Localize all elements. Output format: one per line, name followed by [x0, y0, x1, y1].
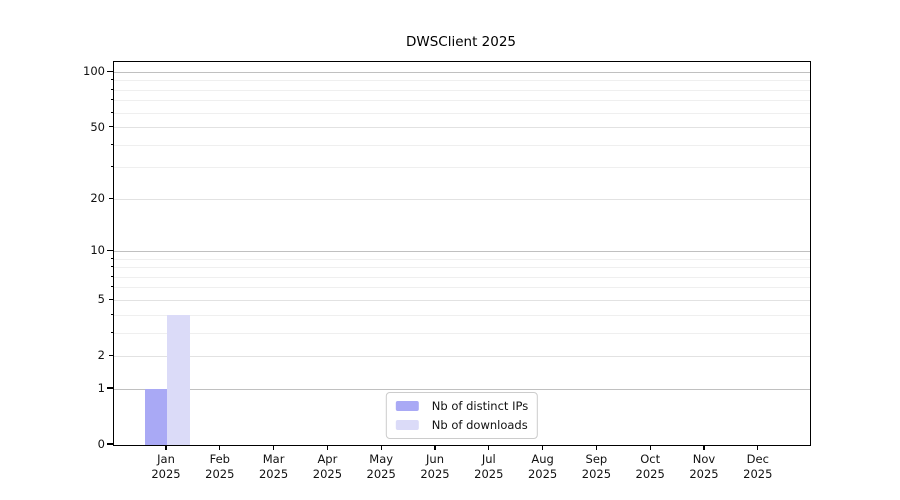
x-tick-oct: [649, 445, 651, 450]
legend-item-downloads: Nb of downloads: [395, 418, 528, 432]
y-tick-label-20: 20: [90, 191, 105, 206]
x-tick-aug: [542, 445, 544, 450]
x-tick-jan: [165, 445, 167, 450]
y-tick-label-5: 5: [97, 292, 105, 307]
gridline-y-9: [114, 258, 810, 260]
x-tick-nov: [703, 445, 705, 450]
y-minortick-40: [110, 143, 113, 145]
x-tick-label-nov: Nov 2025: [689, 452, 719, 481]
gridline-y-20: [114, 198, 810, 200]
y-minortick-9: [110, 257, 113, 259]
x-tick-label-jan: Jan 2025: [151, 452, 181, 481]
bar-distinct-ips-jan: [144, 389, 167, 445]
x-tick-may: [380, 445, 382, 450]
y-minortick-80: [110, 88, 113, 90]
y-tick-10: [107, 249, 113, 252]
y-tick-1: [107, 387, 113, 389]
x-tick-jun: [434, 445, 436, 450]
x-tick-label-apr: Apr 2025: [312, 452, 343, 481]
y-tick-label-10: 10: [90, 243, 105, 258]
legend-item-distinct-ips: Nb of distinct IPs: [395, 399, 529, 413]
y-tick-50: [109, 126, 113, 128]
gridline-y-40: [114, 144, 810, 146]
gridline-y-50: [114, 127, 810, 129]
y-tick-label-1: 1: [97, 381, 105, 396]
legend: Nb of distinct IPs Nb of downloads: [385, 392, 539, 439]
x-tick-label-jul: Jul 2025: [474, 452, 504, 481]
y-tick-5: [109, 298, 113, 300]
y-minortick-8: [110, 266, 113, 268]
y-tick-label-50: 50: [90, 119, 105, 134]
gridline-y-6: [114, 287, 810, 289]
x-tick-label-aug: Aug 2025: [527, 452, 558, 481]
x-tick-sep: [595, 445, 597, 450]
bar-downloads-jan: [167, 315, 190, 445]
y-minortick-6: [110, 286, 113, 288]
gridline-y-70: [114, 100, 810, 102]
y-minortick-7: [110, 275, 113, 277]
y-tick-label-100: 100: [83, 64, 105, 79]
x-tick-label-sep: Sep 2025: [581, 452, 612, 481]
y-minortick-30: [110, 166, 113, 168]
x-tick-feb: [219, 445, 221, 450]
x-tick-label-oct: Oct 2025: [635, 452, 665, 481]
y-minortick-4: [110, 313, 113, 315]
y-minortick-70: [110, 99, 113, 101]
gridline-y-60: [114, 112, 810, 114]
x-tick-label-dec: Dec 2025: [743, 452, 773, 481]
y-minortick-90: [110, 79, 113, 81]
gridline-y-7: [114, 276, 810, 278]
y-minortick-3: [110, 331, 113, 333]
gridline-y-2: [114, 355, 810, 357]
gridline-y-8: [114, 267, 810, 269]
chart-title: DWSClient 2025: [405, 34, 517, 50]
gridline-y-10: [114, 250, 810, 252]
legend-swatch-distinct-ips: [395, 401, 419, 411]
gridline-y-4: [114, 314, 810, 316]
y-tick-100: [107, 70, 113, 73]
gridline-y-3: [114, 332, 810, 334]
x-tick-apr: [326, 445, 328, 450]
y-tick-20: [109, 197, 113, 199]
legend-label-downloads: Nb of downloads: [431, 418, 528, 432]
gridline-y-90: [114, 80, 810, 82]
x-tick-label-mar: Mar 2025: [258, 452, 289, 481]
y-tick-label-2: 2: [97, 348, 105, 363]
y-minortick-60: [110, 111, 113, 113]
x-tick-label-may: May 2025: [366, 452, 396, 481]
x-tick-label-jun: Jun 2025: [420, 452, 450, 481]
gridline-y-30: [114, 167, 810, 169]
gridline-y-80: [114, 89, 810, 91]
y-tick-label-0: 0: [97, 437, 105, 451]
x-tick-jul: [488, 445, 490, 450]
x-tick-dec: [757, 445, 759, 450]
gridline-y-100: [114, 71, 810, 73]
y-tick-0: [107, 443, 113, 445]
plot-area: Nb of distinct IPs Nb of downloads: [113, 61, 811, 446]
legend-label-distinct-ips: Nb of distinct IPs: [431, 399, 529, 413]
x-tick-label-feb: Feb 2025: [205, 452, 235, 481]
legend-swatch-downloads: [395, 420, 419, 430]
x-tick-mar: [273, 445, 275, 450]
y-tick-2: [109, 354, 113, 356]
gridline-y-5: [114, 299, 810, 301]
gridline-y-1: [114, 388, 810, 390]
